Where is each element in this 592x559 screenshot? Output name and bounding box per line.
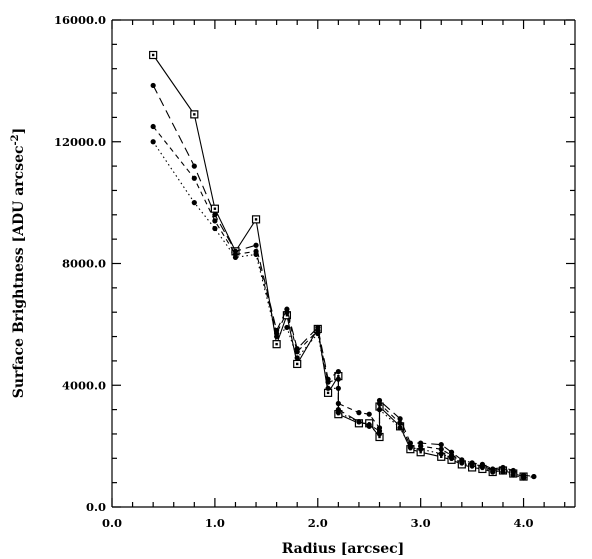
data-point-dot — [192, 164, 197, 169]
data-point-dot — [233, 255, 238, 260]
data-point-dot — [449, 456, 454, 461]
data-point-dot — [367, 412, 372, 417]
data-point-dot — [274, 334, 279, 339]
data-point-dot — [315, 331, 320, 336]
data-point-dot — [295, 355, 300, 360]
x-tick-label: 2.0 — [308, 516, 328, 530]
tick-marks — [112, 20, 575, 507]
data-point-square-center — [296, 363, 298, 365]
data-point-dot — [253, 252, 258, 257]
data-point-dot — [325, 386, 330, 391]
data-point-dot — [377, 401, 382, 406]
data-point-dot — [480, 465, 485, 470]
data-point-dot — [356, 410, 361, 415]
x-tick-label: 0.0 — [102, 516, 122, 530]
data-point-dot — [521, 475, 526, 480]
series-line — [153, 85, 534, 476]
data-point-dot — [336, 401, 341, 406]
y-tick-labels: 0.0 4000.0 8000.0 12000.0 16000.0 — [54, 13, 106, 514]
data-point-dot — [500, 469, 505, 474]
data-point-dot — [151, 124, 156, 129]
data-point-square-center — [275, 343, 277, 345]
data-point-dot — [336, 377, 341, 382]
data-point-square-center — [255, 218, 257, 220]
data-point-dot — [325, 380, 330, 385]
x-tick-label: 4.0 — [514, 516, 534, 530]
data-point-dot — [470, 463, 475, 468]
data-point-square-center — [214, 208, 216, 210]
series-2 — [151, 83, 537, 479]
data-point-square-center — [193, 113, 195, 115]
series-3 — [151, 124, 527, 479]
data-point-dot — [377, 431, 382, 436]
y-axis-title-superscript: -2 — [10, 134, 21, 145]
plot-frame — [112, 20, 575, 507]
data-point-dot — [253, 243, 258, 248]
data-point-dot — [284, 325, 289, 330]
data-point-dot — [418, 447, 423, 452]
y-tick-label: 12000.0 — [54, 135, 106, 149]
data-point-dot — [439, 451, 444, 456]
data-point-dot — [192, 200, 197, 205]
data-point-dot — [336, 369, 341, 374]
data-point-dot — [439, 442, 444, 447]
data-point-dot — [336, 386, 341, 391]
y-tick-label: 0.0 — [86, 500, 106, 514]
x-tick-label: 3.0 — [411, 516, 431, 530]
y-tick-label: 8000.0 — [62, 257, 106, 271]
data-point-dot — [356, 419, 361, 424]
x-tick-labels: 0.0 1.0 2.0 3.0 4.0 — [102, 516, 534, 530]
data-point-dot — [151, 139, 156, 144]
data-point-dot — [397, 421, 402, 426]
data-point-square-center — [327, 392, 329, 394]
data-point-dot — [511, 472, 516, 477]
data-point-dot — [408, 445, 413, 450]
data-point-dot — [439, 447, 444, 452]
data-point-square-center — [152, 54, 154, 56]
y-axis-title: Surface Brightness [ADU arcsec-2] — [10, 128, 28, 398]
series-layer — [150, 52, 537, 481]
data-point-dot — [192, 176, 197, 181]
x-axis-title: Radius [arcsec] — [282, 541, 405, 557]
series-4 — [151, 139, 537, 481]
y-tick-label: 4000.0 — [62, 378, 106, 392]
data-point-dot — [284, 310, 289, 315]
y-tick-label: 16000.0 — [54, 13, 106, 27]
data-point-dot — [397, 416, 402, 421]
data-point-dot — [151, 83, 156, 88]
y-axis-title-end: ] — [11, 128, 27, 135]
y-axis-title-main: Surface Brightness [ADU arcsec — [11, 145, 27, 398]
x-tick-label: 1.0 — [205, 516, 225, 530]
series-line — [153, 142, 534, 478]
data-point-dot — [367, 424, 372, 429]
data-point-dot — [490, 469, 495, 474]
data-point-dot — [531, 474, 536, 479]
data-point-dot — [212, 226, 217, 231]
data-point-dot — [459, 460, 464, 465]
data-point-dot — [336, 410, 341, 415]
data-point-dot — [397, 425, 402, 430]
series-1 — [150, 52, 527, 481]
data-point-dot — [212, 218, 217, 223]
data-point-dot — [377, 407, 382, 412]
